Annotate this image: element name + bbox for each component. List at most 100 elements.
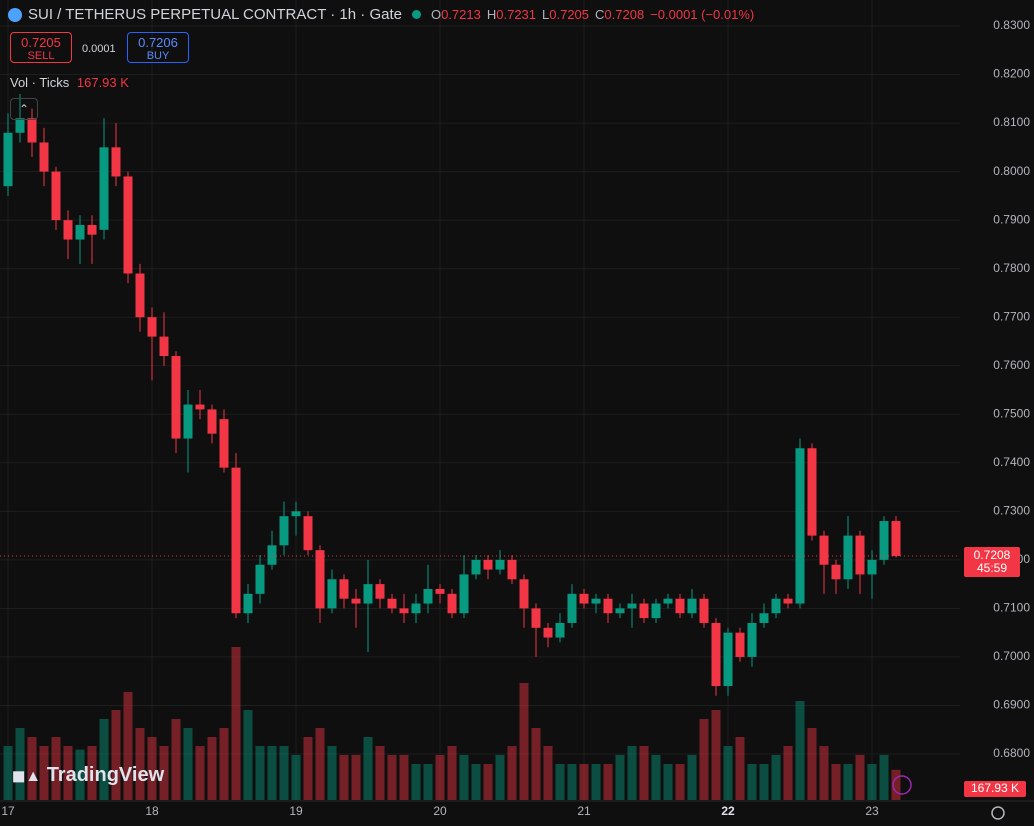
candle-body <box>711 622 721 687</box>
volume-bar <box>387 755 397 800</box>
candle-body <box>663 598 673 604</box>
volume-bar <box>99 719 109 800</box>
volume-bar <box>195 746 205 800</box>
candle-body <box>351 598 361 604</box>
volume-bar <box>351 755 361 800</box>
volume-bar <box>747 764 757 800</box>
ohlc-key: C <box>595 7 605 22</box>
volume-bar <box>171 719 181 800</box>
candle-body <box>87 224 97 235</box>
candle-body <box>471 559 481 575</box>
candle-body <box>99 147 109 230</box>
candle-body <box>279 516 289 546</box>
x-tick-label: 21 <box>577 804 591 818</box>
volume-bar <box>471 764 481 800</box>
buy-price: 0.7206 <box>138 35 178 50</box>
volume-bar <box>339 755 349 800</box>
volume-bar <box>543 746 553 800</box>
collapse-button[interactable]: ⌃ <box>10 98 38 120</box>
ohlc-value: 0.7205 <box>549 7 590 22</box>
candle-body <box>219 419 229 468</box>
volume-value: 167.93 K <box>76 75 129 90</box>
volume-title: Vol · Ticks <box>10 75 70 90</box>
candle-body <box>15 118 25 133</box>
candle-body <box>603 598 613 614</box>
volume-bar <box>783 746 793 800</box>
y-tick-label: 0.8100 <box>993 115 1030 129</box>
y-tick-label: 0.7100 <box>993 601 1030 615</box>
volume-bar <box>39 746 49 800</box>
candle-body <box>147 317 157 337</box>
sell-label: SELL <box>27 50 55 62</box>
candle-body <box>867 559 877 575</box>
candle-body <box>795 448 805 604</box>
volume-bar <box>711 710 721 800</box>
volume-bar <box>807 728 817 800</box>
sell-button[interactable]: 0.7205 SELL <box>10 32 72 63</box>
volume-bar <box>183 728 193 800</box>
candle-body <box>675 598 685 614</box>
volume-bar <box>663 764 673 800</box>
volume-bar <box>267 746 277 800</box>
x-tick-label: 18 <box>145 804 159 818</box>
candle-body <box>375 584 385 599</box>
candle-body <box>735 632 745 657</box>
countdown: 45:59 <box>977 561 1007 575</box>
volume-bar <box>615 755 625 800</box>
candle-body <box>759 613 769 623</box>
candle-body <box>423 588 433 604</box>
candle-body <box>591 598 601 604</box>
price-label: 0.7208 <box>974 548 1011 562</box>
candle-body <box>183 404 193 439</box>
volume-bar <box>771 755 781 800</box>
volume-bar <box>111 710 121 800</box>
y-tick-label: 0.6900 <box>993 698 1030 712</box>
buy-label: BUY <box>146 50 170 62</box>
volume-bar <box>51 737 61 800</box>
volume-bar <box>639 746 649 800</box>
candle-body <box>699 598 709 623</box>
watermark-text: TradingView <box>46 764 165 786</box>
volume-bar <box>303 737 313 800</box>
candle-body <box>495 559 505 570</box>
volume-bar <box>879 755 889 800</box>
candle-body <box>723 632 733 687</box>
candle-body <box>459 574 469 614</box>
volume-bar <box>579 764 589 800</box>
volume-bar <box>567 764 577 800</box>
candle-body <box>843 535 853 580</box>
volume-bar <box>3 746 13 800</box>
volume-bar <box>159 746 169 800</box>
watermark: ◼▲ TradingView <box>12 764 165 786</box>
x-tick-label: 23 <box>865 804 879 818</box>
candle-body <box>555 622 565 638</box>
y-tick-label: 0.6800 <box>993 746 1030 760</box>
ohlc-key: L <box>542 7 550 22</box>
volume-legend: Vol · Ticks 167.93 K <box>10 75 129 90</box>
volume-bar <box>399 755 409 800</box>
x-tick-label: 17 <box>1 804 15 818</box>
ohlc-value: 0.7208 <box>604 7 645 22</box>
volume-bar <box>327 746 337 800</box>
buy-button[interactable]: 0.7206 BUY <box>127 32 189 63</box>
ohlc-value: 0.7231 <box>496 7 537 22</box>
ohlc-key: H <box>486 7 497 22</box>
volume-bar <box>687 755 697 800</box>
candle-body <box>327 579 337 609</box>
candle-body <box>519 579 529 609</box>
candle-body <box>531 608 541 628</box>
volume-bar <box>63 746 73 800</box>
candle-body <box>807 448 817 536</box>
volume-bar <box>87 746 97 800</box>
volume-bar <box>27 737 37 800</box>
volume-bar <box>207 737 217 800</box>
volume-bar <box>495 755 505 800</box>
y-tick-label: 0.7600 <box>993 358 1030 372</box>
candle-body <box>243 593 253 614</box>
volume-bar <box>291 755 301 800</box>
volume-bar <box>279 746 289 800</box>
symbol-icon <box>8 7 22 22</box>
candle-body <box>447 593 457 614</box>
y-tick-label: 0.7000 <box>993 649 1030 663</box>
